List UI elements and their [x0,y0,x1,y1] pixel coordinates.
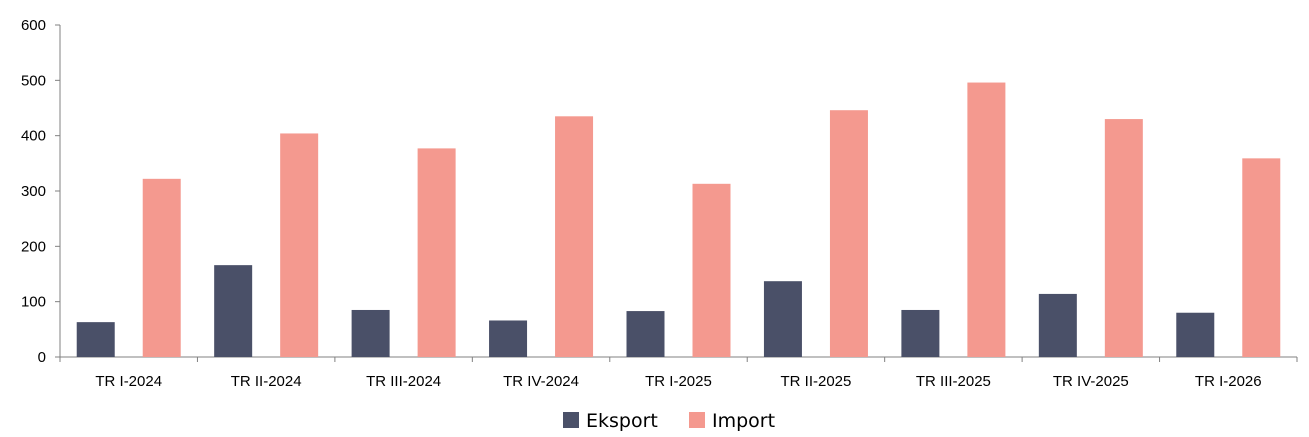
category-group [1038,119,1143,357]
bar-eksport [763,281,802,357]
bar-import [1242,158,1281,357]
bar-eksport [214,265,253,357]
bar-eksport [489,320,528,357]
category-group [76,178,181,357]
y-axis: 0 100 200 300 400 500 600 [21,17,61,366]
y-tick-label: 600 [21,17,46,34]
y-tick-label: 400 [21,128,46,145]
bar-eksport [1176,312,1215,357]
x-tick-label: TR I-2024 [95,373,162,390]
y-tick-label: 100 [21,294,46,311]
legend-label: Eksport [586,410,658,432]
x-tick-label: TR I-2026 [1195,373,1262,390]
category-group [901,82,1006,358]
x-tick-label: TR III-2024 [366,373,441,390]
bar-import [829,110,868,357]
category-group [489,116,594,357]
bar-eksport [626,311,665,357]
legend-item-eksport: Eksport [563,410,658,432]
bar-import [555,116,594,357]
x-tick-label: TR IV-2025 [1053,373,1129,390]
y-tick-label: 0 [38,349,46,366]
x-tick-label: TR I-2025 [645,373,712,390]
category-group [626,183,731,357]
bar-eksport [351,309,390,357]
bar-eksport [1038,293,1077,357]
category-group [214,133,319,357]
legend: Eksport Import [563,410,775,432]
category-group [763,110,868,357]
bar-eksport [901,309,940,357]
x-tick-label: TR II-2024 [231,373,302,390]
legend-swatch [563,412,579,428]
category-group [1176,158,1281,357]
y-tick-label: 500 [21,72,46,89]
x-tick-label: TR III-2025 [916,373,991,390]
y-tick-label: 300 [21,183,46,200]
bar-import [417,148,456,357]
bar-eksport [76,322,115,357]
legend-item-import: Import [689,410,775,432]
bar-import [692,183,731,357]
x-tick-label: TR II-2025 [781,373,852,390]
category-group [351,148,456,357]
bar-import [967,82,1006,358]
bar-import [280,133,319,357]
x-axis: TR I-2024 TR II-2024 TR III-2024 TR IV-2024… [59,356,1298,390]
bar-import [1104,119,1143,357]
legend-swatch [689,412,705,428]
bar-import [142,178,181,357]
bars [76,82,1281,358]
legend-label: Import [712,410,775,432]
y-tick-label: 200 [21,238,46,255]
x-tick-label: TR IV-2024 [503,373,579,390]
